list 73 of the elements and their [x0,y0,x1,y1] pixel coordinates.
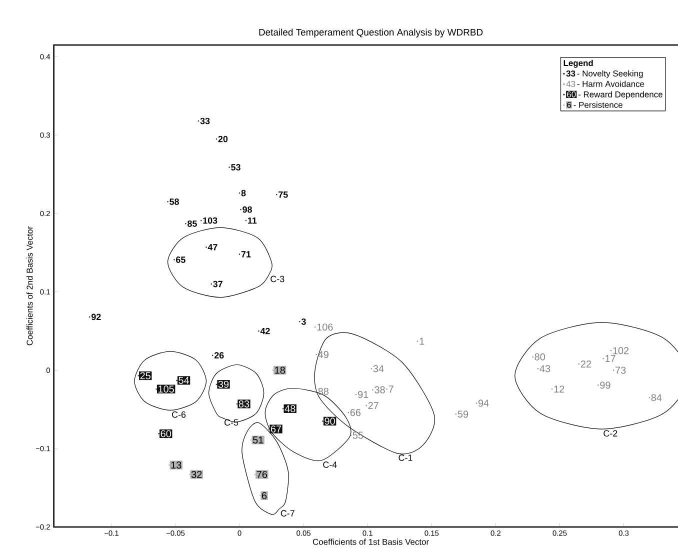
annotation: 48 [284,405,296,412]
annotation: 85 [188,220,197,227]
annotation: 91 [358,391,368,398]
annotation: 84 [651,394,662,402]
annotation: 106 [317,324,333,331]
legend-label: - Novelty Seeking [577,70,643,78]
annotation: 27 [368,402,378,409]
annotation: 33 [200,118,210,124]
annotation: 8 [241,190,246,196]
annotation: 26 [214,352,224,359]
annotation: 60 [160,430,172,438]
annotation: 83 [238,400,250,408]
annotation: 37 [213,280,222,288]
annotation: 90 [324,418,335,425]
annotation: 59 [458,410,468,418]
annotation: 39 [218,380,229,388]
annotation: C-5 [224,419,238,426]
annotation: 11 [248,217,257,224]
annotation: 12 [554,386,564,393]
legend-label: - Reward Dependence [578,91,662,100]
annotation: 76 [256,470,268,478]
annotation: 67 [270,425,282,433]
annotation: 20 [218,136,228,142]
annotation: 80 [534,353,546,360]
annotation: 51 [252,436,264,444]
annotation: 88 [318,388,329,395]
legend-title: Legend [564,60,593,68]
annotation: C-1 [398,454,412,461]
annotation: 25 [140,372,150,380]
annotation: 54 [178,376,190,384]
annotation: 13 [171,462,182,469]
annotation: 17 [606,355,616,362]
annotation: 92 [91,314,101,320]
annotation: 1 [420,338,424,345]
annotation: 47 [208,244,218,250]
annotation: 6 [262,492,267,500]
annotation: 7 [388,386,394,392]
annotation: 73 [616,366,626,374]
annotation: C-7 [280,510,294,517]
legend-label: - Persistence [574,102,622,108]
annotation: 58 [170,198,179,205]
annotation: 60 [567,91,576,98]
annotation: 99 [600,382,610,389]
annotation: 66 [350,409,361,416]
annotation: 98 [242,206,252,213]
annotation: 42 [260,328,270,334]
annotation: 103 [203,217,218,224]
annotation: 32 [191,470,202,478]
annotation: 6 [567,102,572,108]
annotation: 22 [580,360,592,368]
annotation: C-4 [323,462,337,468]
annotation: 43 [566,80,576,87]
annotation: 33 [566,70,576,77]
annotation: 53 [231,164,240,170]
annotation: 18 [275,366,285,374]
annotation: 3 [301,318,306,325]
annotation: 71 [241,251,251,258]
annotation: 75 [278,192,288,198]
annotation: 55 [352,432,364,439]
annotation: 43 [540,365,550,372]
annotation: 34 [373,365,384,372]
annotation: 94 [478,400,489,407]
annotation: C-3 [270,276,284,282]
annotation: C-6 [172,411,186,418]
legend-label: - Harm Avoidance [577,80,644,87]
annotation: 105 [158,386,174,393]
x-axis-title: Coefficients of 1st Basis Vector [312,538,429,545]
annotation: 65 [176,256,186,263]
annotation: 102 [613,347,629,354]
annotation: C-2 [604,430,618,437]
annotation: 38 [374,386,385,394]
chart-title: Detailed Temperament Question Analysis by WDRBD [259,28,483,38]
y-axis-title: Coefficients of 2nd Basis Vector [26,226,33,346]
